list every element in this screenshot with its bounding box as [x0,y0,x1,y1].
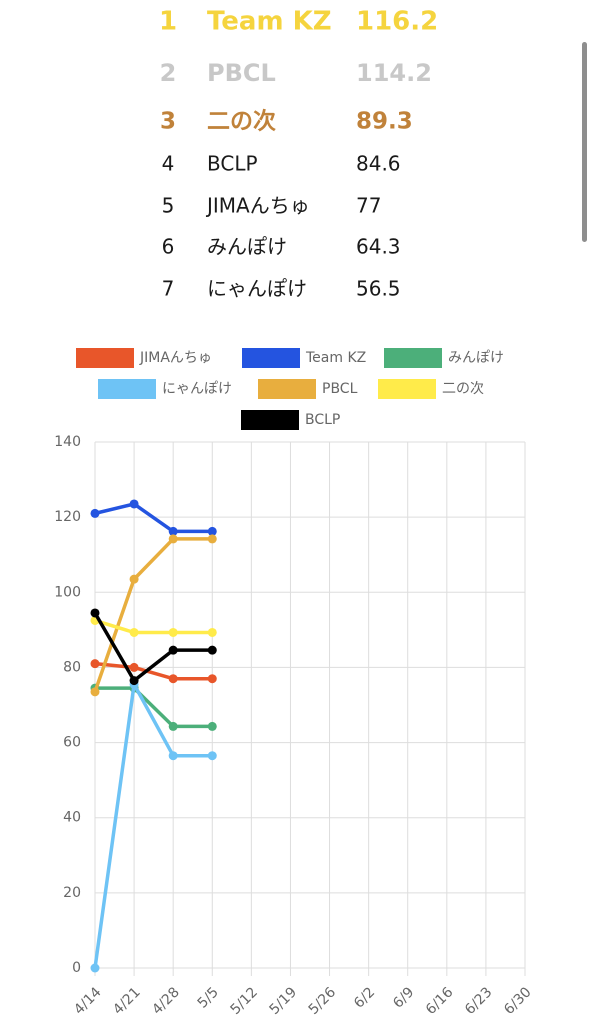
team-name: 二の次 [207,108,276,135]
legend-label[interactable]: みんぽけ [448,350,504,366]
data-point [168,751,178,761]
data-point [168,534,178,544]
series-line [93,682,213,969]
data-point [129,662,139,672]
rank: 2 [160,59,177,87]
data-point [207,627,217,637]
data-point [90,963,100,973]
legend-swatch[interactable] [258,379,316,399]
data-point [90,508,100,518]
series-line [94,502,213,534]
y-tick-label: 80 [63,659,81,675]
legend-swatch[interactable] [98,379,156,399]
series-line [93,612,213,683]
plot [90,499,217,973]
legend-label[interactable]: PBCL [322,381,358,397]
team-name: にゃんぽけ [207,277,307,301]
rank: 5 [162,194,175,218]
rank: 3 [160,109,176,135]
rank: 6 [162,235,175,259]
score: 116.2 [356,7,438,37]
y-tick-label: 40 [63,810,81,826]
series-line [93,537,213,693]
y-tick-label: 120 [54,509,81,525]
data-point [207,645,217,655]
data-point [90,687,100,697]
data-point [207,526,217,536]
series-line [94,618,213,635]
data-point [129,676,139,686]
data-point [168,674,178,684]
team-name: みんぽけ [207,235,287,259]
team-name: PBCL [207,59,276,87]
team-name: BCLP [207,152,258,176]
data-point [129,499,139,509]
y-tick-label: 0 [72,960,81,976]
team-name: JIMAんちゅ [205,194,310,218]
data-point [129,574,139,584]
series-line [95,686,213,729]
data-point [90,659,100,669]
scrollbar [582,42,587,242]
y-tick-label: 100 [54,584,81,600]
series-line [94,661,213,681]
data-point [207,721,217,731]
team-name: Team KZ [207,7,332,37]
legend-label[interactable]: BCLP [305,412,340,428]
score: 89.3 [356,109,413,135]
rank: 4 [162,152,175,176]
data-point [168,526,178,536]
legend-swatch[interactable] [241,410,299,430]
data-point [129,627,139,637]
data-point [168,645,178,655]
data-point [207,674,217,684]
data-point [207,751,217,761]
data-point [168,721,178,731]
y-tick-label: 60 [63,735,81,751]
data-point [168,627,178,637]
score: 56.5 [356,277,401,301]
data-point [207,534,217,544]
y-tick-label: 20 [63,885,81,901]
legend-swatch[interactable] [76,348,134,368]
legend-label[interactable]: Team KZ [305,350,366,366]
legend-swatch[interactable] [242,348,300,368]
rank: 7 [162,277,175,301]
ranking-table: 1 Team KZ 116.2 2 PBCL 114.2 3 二の次 89.3 4 BCLP 84.6… [159,7,438,301]
legend-swatch[interactable] [378,379,436,399]
legend-label[interactable]: 二の次 [442,381,484,397]
data-point [90,608,100,618]
legend-label[interactable]: にゃんぽけ [162,381,232,397]
rank: 1 [159,7,177,37]
legend-label[interactable]: JIMAんちゅ [139,350,212,366]
y-tick-label: 140 [54,434,81,450]
score: 84.6 [356,152,401,176]
score: 114.2 [356,59,432,87]
score: 64.3 [356,235,401,259]
legend-swatch[interactable] [384,348,442,368]
score: 77 [356,194,381,218]
